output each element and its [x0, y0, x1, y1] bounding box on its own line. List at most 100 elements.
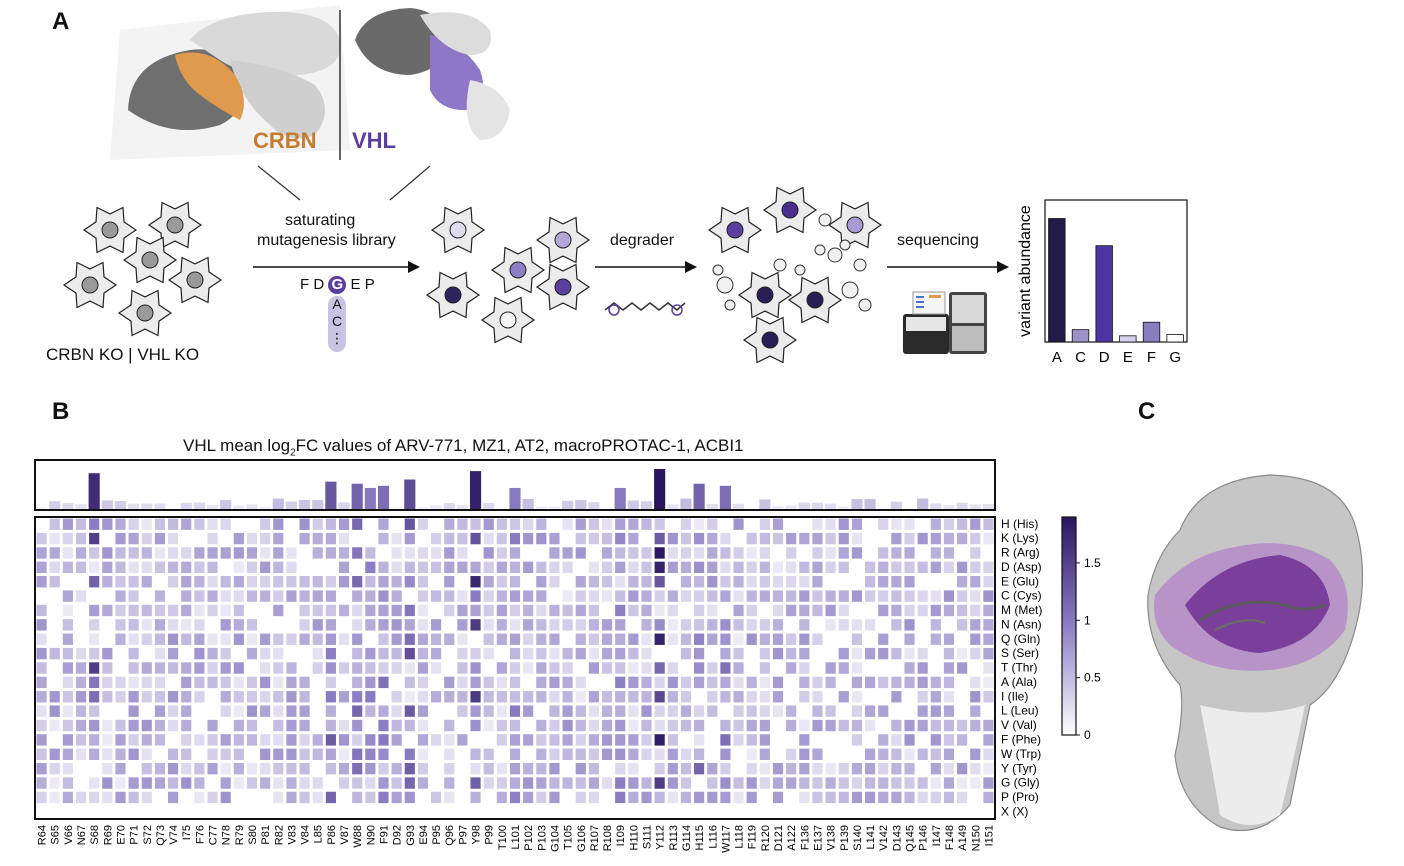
heatmap-cell	[680, 762, 692, 775]
heatmap-cell	[641, 518, 652, 530]
heatmap-cell	[720, 691, 731, 703]
heatmap-cell	[233, 561, 244, 574]
heatmap-cell	[957, 619, 968, 631]
heatmap-cell	[799, 604, 810, 617]
heatmap-cell	[181, 518, 192, 530]
heatmap-cell	[246, 547, 258, 559]
heatmap-cell	[575, 719, 586, 732]
heatmap-cell	[562, 561, 573, 574]
heatmap-cell	[536, 647, 547, 660]
heatmap-cell	[391, 532, 402, 545]
degrader-label: degrader	[610, 232, 675, 249]
heatmap-cell	[470, 576, 481, 588]
heatmap-cell	[470, 705, 481, 717]
heatmap-cell	[36, 532, 47, 545]
heatmap-cell	[536, 532, 547, 545]
position-label-P97: P97	[457, 825, 469, 845]
heatmap-cell	[338, 777, 350, 789]
heatmap-cell	[812, 705, 823, 717]
heatmap-cell	[667, 676, 678, 689]
heatmap-cell	[352, 547, 363, 559]
heatmap-cell	[707, 762, 718, 775]
heatmap-cell	[260, 691, 271, 703]
heatmap-cell	[641, 734, 652, 746]
heatmap-cell	[220, 576, 231, 588]
heatmap-cell	[352, 748, 363, 760]
heatmap-cell	[496, 791, 507, 804]
heatmap-cell	[404, 705, 415, 717]
heatmap-cell	[641, 662, 652, 674]
heatmap-cell	[930, 518, 941, 530]
heatmap-cell	[273, 762, 284, 775]
heatmap-cell	[141, 777, 152, 789]
summary-bar-I109	[614, 487, 626, 509]
heatmap-cell	[891, 762, 902, 775]
position-label-R113: R113	[668, 825, 680, 850]
heatmap-cell	[36, 719, 47, 732]
heatmap-cell	[168, 604, 179, 617]
heatmap-cell	[102, 561, 113, 574]
summary-bar-G114	[680, 498, 692, 509]
heatmap-cell	[417, 719, 429, 732]
heatmap-cell	[891, 734, 902, 746]
heatmap-cell	[220, 633, 231, 645]
position-label-V138: V138	[826, 825, 838, 851]
position-label-T105: T105	[563, 825, 575, 850]
summary-bar-L116	[706, 503, 718, 509]
row-label: R (Arg)	[1001, 546, 1040, 560]
heatmap-cell	[930, 734, 941, 746]
heatmap-cell	[62, 719, 73, 732]
heatmap-cell	[220, 734, 231, 746]
cell-nucleus	[81, 276, 99, 294]
heatmap-cell	[601, 734, 613, 746]
heatmap-cell	[930, 604, 941, 617]
heatmap-cell	[746, 762, 757, 775]
heatmap-cell	[154, 705, 166, 717]
heatmap-cell	[930, 532, 941, 545]
seq-letter-1: F	[300, 276, 310, 293]
heatmap-cell	[891, 532, 902, 545]
heatmap-cell	[733, 691, 744, 703]
heatmap-cell	[588, 647, 599, 660]
heatmap-cell	[759, 561, 770, 574]
heatmap-cell	[496, 561, 507, 574]
heatmap-cell	[904, 590, 915, 602]
heatmap-cell	[89, 676, 100, 689]
heatmap-cell	[273, 748, 284, 760]
heatmap-cell	[352, 662, 363, 674]
heatmap-cell	[365, 604, 376, 617]
heatmap-cell	[786, 633, 797, 645]
heatmap-cell	[851, 777, 862, 789]
summary-bar-P95	[430, 505, 442, 509]
heatmap-cell	[496, 777, 507, 789]
heatmap-cell	[930, 633, 941, 645]
heatmap-cell	[562, 619, 573, 631]
heatmap-cell	[707, 633, 718, 645]
heatmap-cell	[799, 576, 810, 588]
summary-bar-Q145	[903, 508, 916, 509]
heatmap-cell	[417, 662, 429, 674]
heatmap-cell	[812, 791, 823, 804]
row-label: E (Glu)	[1001, 574, 1039, 588]
summary-bar-F119	[746, 508, 758, 509]
heatmap-cell	[141, 561, 152, 574]
heatmap-cell	[286, 547, 297, 559]
summary-bar-R69	[101, 500, 113, 509]
heatmap-cell	[168, 518, 179, 530]
heatmap-cell	[404, 518, 415, 530]
heatmap-cell	[733, 676, 744, 689]
heatmap-cell	[523, 532, 534, 545]
heatmap-cell	[378, 662, 389, 674]
summary-bar-R64	[36, 507, 48, 509]
heatmap-cell	[325, 547, 336, 559]
heatmap-cell	[509, 791, 521, 804]
summary-bar-Y98	[469, 471, 482, 509]
heatmap-cell	[128, 576, 139, 588]
heatmap-cell	[404, 691, 415, 703]
heatmap-cell	[983, 532, 994, 545]
heatmap-cell	[523, 705, 534, 717]
summary-bar-P71	[128, 503, 140, 509]
heatmap-cell	[786, 547, 797, 559]
summary-bar-N90	[364, 487, 376, 509]
heatmap-cell	[759, 762, 770, 775]
